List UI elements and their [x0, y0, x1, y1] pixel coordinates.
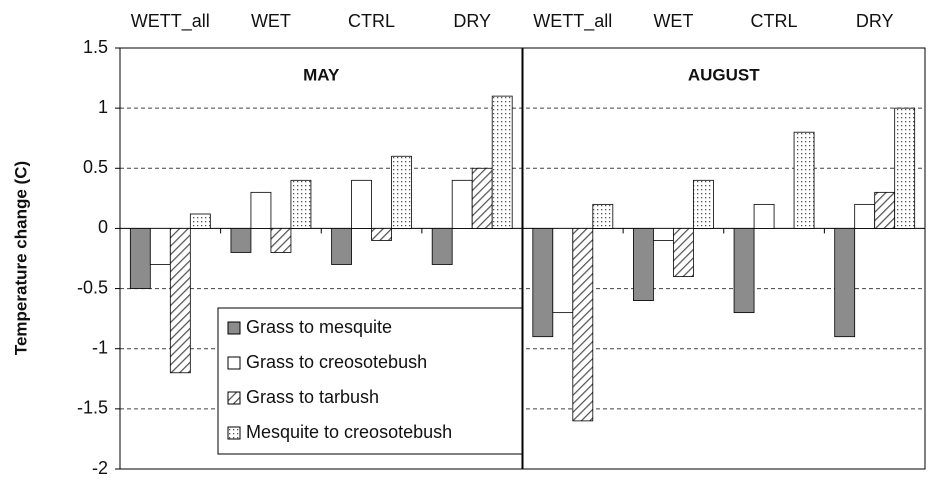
bar — [633, 228, 654, 301]
y-tick-label: -1.5 — [77, 398, 108, 418]
bar — [451, 179, 473, 229]
bar — [592, 203, 614, 229]
y-tick-label: -0.5 — [77, 277, 108, 297]
bar — [653, 228, 674, 241]
y-tick-label: 1 — [98, 97, 108, 117]
bar — [552, 228, 574, 314]
bar — [270, 228, 292, 253]
bar — [290, 179, 312, 229]
panel-label: MAY — [303, 65, 340, 84]
bar — [673, 228, 694, 277]
bar — [532, 228, 554, 338]
bar — [250, 191, 272, 229]
y-tick-label: 1.5 — [83, 37, 108, 57]
bar — [189, 213, 211, 229]
legend-label: Grass to creosotebush — [246, 352, 427, 372]
legend-label: Grass to tarbush — [246, 387, 379, 407]
legend-swatch — [227, 356, 241, 370]
x-category-label: CTRL — [751, 11, 798, 31]
bar — [874, 191, 896, 229]
bar — [753, 203, 775, 229]
bar — [431, 228, 453, 265]
y-tick-label: 0 — [98, 217, 108, 237]
y-tick-label: -1 — [92, 337, 108, 357]
plot-frame — [119, 47, 926, 470]
bar — [572, 228, 594, 422]
bar — [351, 179, 372, 229]
bar — [169, 228, 191, 374]
bar — [733, 228, 755, 314]
x-category-label: WET — [251, 11, 291, 31]
bar — [894, 107, 916, 229]
bar — [149, 228, 171, 265]
x-category-label: DRY — [453, 11, 491, 31]
panel-label: AUGUST — [688, 65, 760, 84]
bar — [834, 228, 856, 338]
bar — [230, 228, 252, 253]
y-tick-label: 0.5 — [83, 157, 108, 177]
legend-swatch — [227, 321, 241, 335]
bar — [391, 155, 412, 229]
x-category-label: WET — [653, 11, 693, 31]
bar — [371, 228, 392, 241]
bar — [793, 131, 815, 229]
legend-box — [217, 307, 523, 455]
legend-swatch — [227, 391, 241, 405]
bar — [854, 203, 876, 229]
bar — [491, 95, 513, 229]
bar — [471, 167, 493, 229]
y-tick-label: -2 — [92, 458, 108, 478]
legend-swatch — [227, 426, 241, 440]
legend-label: Grass to mesquite — [246, 317, 392, 337]
x-category-label: WETT_all — [131, 11, 210, 32]
bar — [331, 228, 352, 265]
bar — [129, 228, 151, 289]
x-category-label: WETT_all — [533, 11, 612, 32]
bar — [693, 179, 714, 229]
x-category-label: CTRL — [348, 11, 395, 31]
legend-label: Mesquite to creosotebush — [246, 422, 452, 442]
y-axis-label: Temperature change (C) — [11, 161, 30, 355]
x-category-label: DRY — [856, 11, 894, 31]
